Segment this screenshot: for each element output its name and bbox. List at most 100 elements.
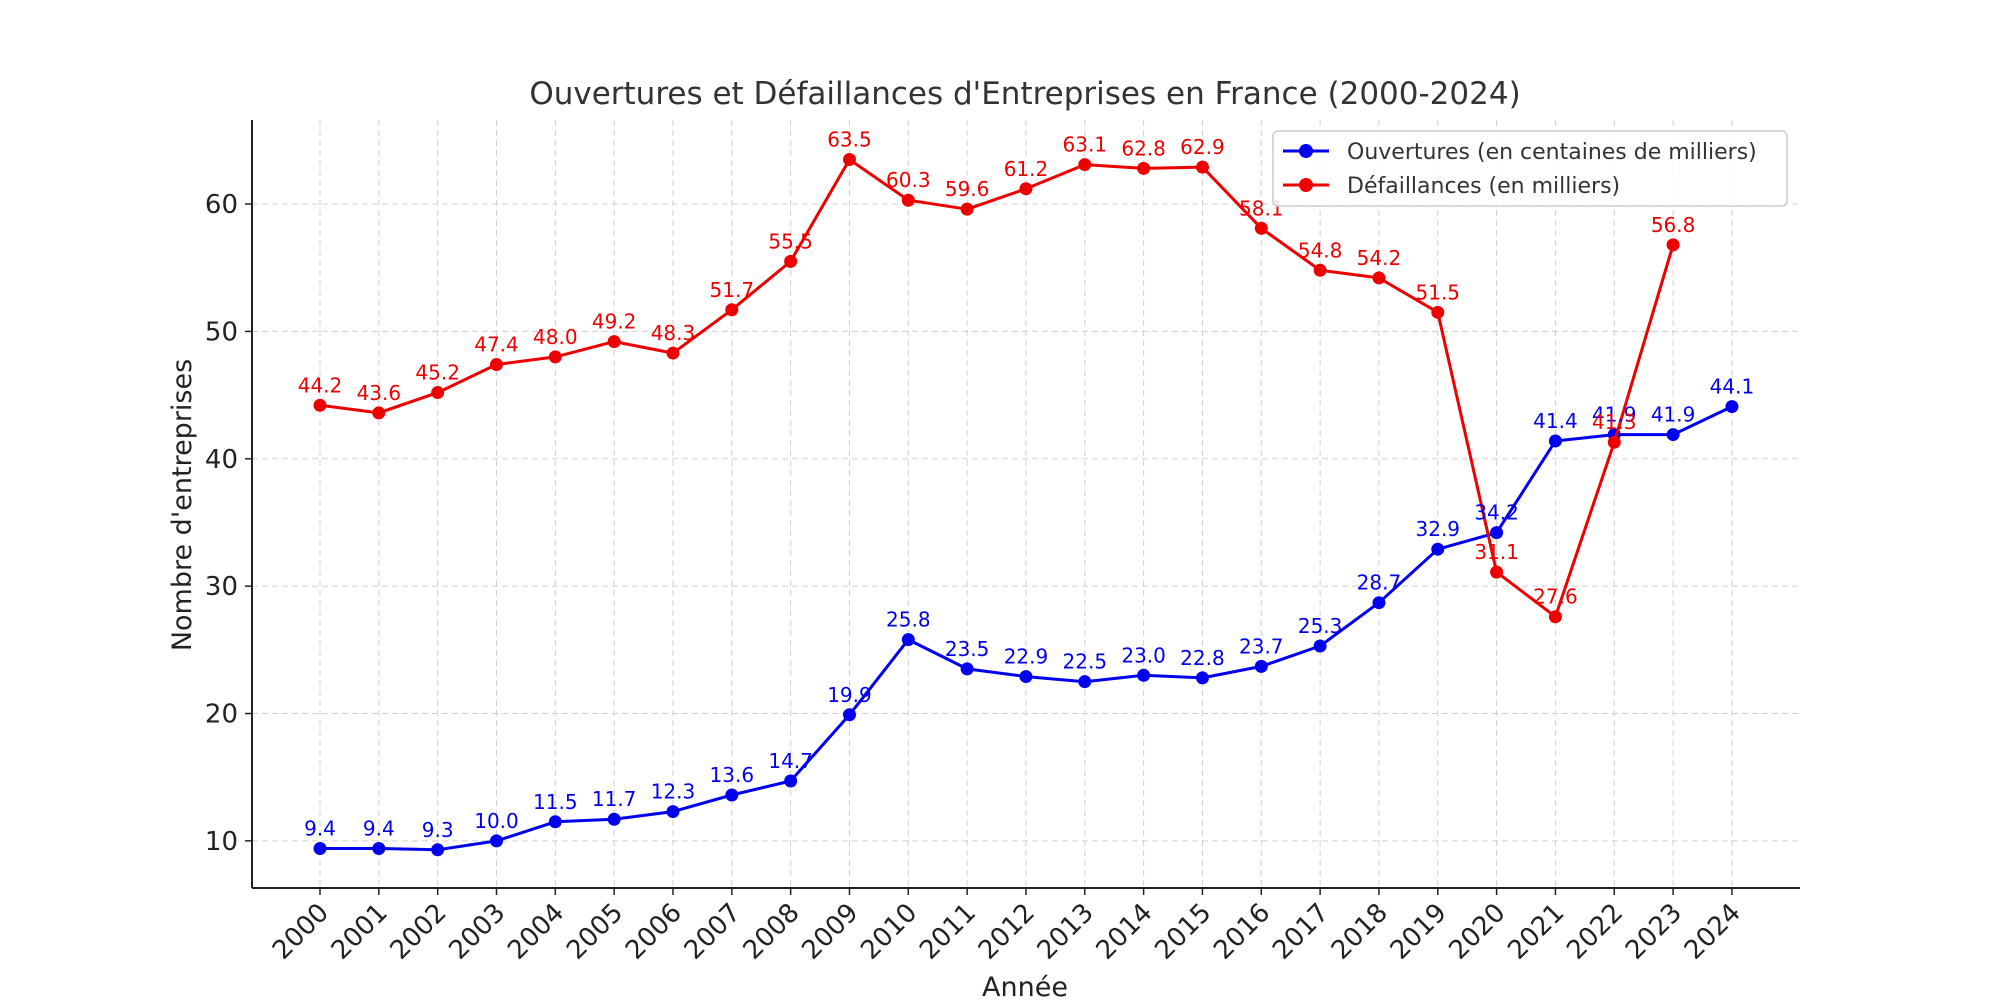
data-label-ouvertures: 11.5	[533, 790, 578, 814]
data-label-ouvertures: 34.2	[1474, 501, 1519, 525]
data-label-ouvertures: 13.6	[710, 763, 755, 787]
data-point-defaillances	[1019, 182, 1033, 196]
data-point-ouvertures	[1137, 668, 1151, 682]
data-label-defaillances: 47.4	[474, 333, 519, 357]
grid	[252, 120, 1800, 888]
data-point-defaillances	[1254, 221, 1268, 235]
y-tick-label: 40	[205, 445, 238, 475]
data-point-defaillances	[1666, 238, 1680, 252]
legend-swatch-marker	[1299, 178, 1313, 192]
data-point-ouvertures	[1725, 400, 1739, 414]
data-label-ouvertures: 10.0	[474, 809, 519, 833]
x-tick-label: 2001	[326, 898, 394, 966]
legend: Ouvertures (en centaines de milliers) Dé…	[1272, 130, 1788, 207]
data-point-ouvertures	[1313, 639, 1327, 653]
y-tick-label: 60	[205, 190, 238, 220]
data-label-ouvertures: 32.9	[1416, 517, 1461, 541]
data-label-defaillances: 49.2	[592, 310, 637, 334]
y-tick-label: 30	[205, 572, 238, 602]
data-point-ouvertures	[548, 815, 562, 829]
data-label-ouvertures: 9.4	[304, 817, 336, 841]
data-point-defaillances	[1078, 158, 1092, 172]
data-label-ouvertures: 41.4	[1533, 409, 1578, 433]
data-label-defaillances: 51.7	[710, 278, 755, 302]
series	[313, 152, 1739, 857]
data-point-ouvertures	[431, 843, 445, 857]
data-point-defaillances	[1137, 161, 1151, 175]
data-point-ouvertures	[1666, 428, 1680, 442]
data-label-ouvertures: 22.5	[1063, 650, 1108, 674]
data-point-ouvertures	[372, 842, 386, 856]
data-label-defaillances: 48.3	[651, 321, 696, 345]
chart-title: Ouvertures et Défaillances d'Entreprises…	[529, 76, 1520, 112]
x-tick-label: 2016	[1208, 898, 1276, 966]
data-label-defaillances: 44.2	[298, 373, 343, 397]
y-tick-label: 10	[205, 827, 238, 857]
data-point-defaillances	[1607, 435, 1621, 449]
legend-entry-defaillances: Défaillances (en milliers)	[1283, 174, 1620, 199]
data-label-ouvertures: 9.3	[422, 818, 454, 842]
data-point-ouvertures	[607, 812, 621, 826]
data-point-defaillances	[548, 350, 562, 364]
data-point-ouvertures	[1372, 596, 1386, 610]
data-label-defaillances: 62.9	[1180, 135, 1225, 159]
x-tick-label: 2009	[796, 898, 864, 966]
data-point-defaillances	[960, 202, 974, 216]
x-tick-label: 2012	[973, 898, 1041, 966]
x-tick-label: 2017	[1267, 898, 1335, 966]
data-label-defaillances: 41.3	[1592, 410, 1637, 434]
data-label-ouvertures: 25.8	[886, 608, 931, 632]
data-label-ouvertures: 44.1	[1710, 375, 1755, 399]
data-point-ouvertures	[489, 834, 503, 848]
data-label-defaillances: 63.5	[827, 127, 872, 151]
x-tick-label: 2015	[1149, 898, 1217, 966]
data-label-ouvertures: 41.9	[1651, 403, 1696, 427]
data-point-ouvertures	[1019, 670, 1033, 684]
data-point-defaillances	[1313, 263, 1327, 277]
data-label-defaillances: 54.2	[1357, 246, 1402, 270]
x-axis-label: Année	[982, 972, 1068, 1000]
data-label-ouvertures: 22.9	[1004, 645, 1049, 669]
y-axis-label: Nombre d'entreprises	[167, 359, 198, 651]
data-point-defaillances	[607, 335, 621, 349]
data-point-defaillances	[372, 406, 386, 420]
data-label-defaillances: 55.5	[768, 229, 813, 253]
data-point-ouvertures	[1078, 675, 1092, 689]
data-point-defaillances	[1548, 610, 1562, 624]
data-label-defaillances: 62.8	[1121, 136, 1166, 160]
x-tick-label: 2013	[1032, 898, 1100, 966]
x-tick-label: 2008	[738, 898, 806, 966]
data-point-ouvertures	[1431, 542, 1445, 556]
legend-entry-ouvertures: Ouvertures (en centaines de milliers)	[1283, 140, 1757, 165]
data-point-ouvertures	[1254, 659, 1268, 673]
x-tick-label: 2003	[443, 898, 511, 966]
data-label-ouvertures: 12.3	[651, 780, 696, 804]
x-tick-label: 2023	[1620, 898, 1688, 966]
data-point-ouvertures	[1490, 526, 1504, 540]
data-label-defaillances: 61.2	[1004, 157, 1049, 181]
data-label-ouvertures: 41.9	[1592, 403, 1637, 427]
legend-swatch-marker	[1299, 144, 1313, 158]
legend-label: Ouvertures (en centaines de milliers)	[1347, 140, 1757, 165]
data-point-defaillances	[666, 346, 680, 360]
data-point-ouvertures	[901, 633, 915, 647]
x-tick-label: 2021	[1502, 898, 1570, 966]
data-label-ouvertures: 28.7	[1357, 571, 1402, 595]
data-label-defaillances: 31.1	[1474, 540, 1519, 564]
data-point-ouvertures	[784, 774, 798, 788]
data-point-ouvertures	[1195, 671, 1209, 685]
x-tick-label: 2011	[914, 898, 982, 966]
data-label-ouvertures: 9.4	[363, 817, 395, 841]
data-label-defaillances: 60.3	[886, 168, 931, 192]
data-point-defaillances	[431, 386, 445, 400]
data-label-ouvertures: 23.7	[1239, 634, 1284, 658]
data-point-ouvertures	[666, 805, 680, 819]
data-point-ouvertures	[842, 708, 856, 722]
data-label-ouvertures: 22.8	[1180, 646, 1225, 670]
data-label-ouvertures: 23.0	[1121, 643, 1166, 667]
data-label-defaillances: 27.6	[1533, 585, 1578, 609]
data-label-defaillances: 56.8	[1651, 213, 1696, 237]
data-label-defaillances: 63.1	[1063, 133, 1108, 157]
legend-label: Défaillances (en milliers)	[1347, 174, 1620, 199]
